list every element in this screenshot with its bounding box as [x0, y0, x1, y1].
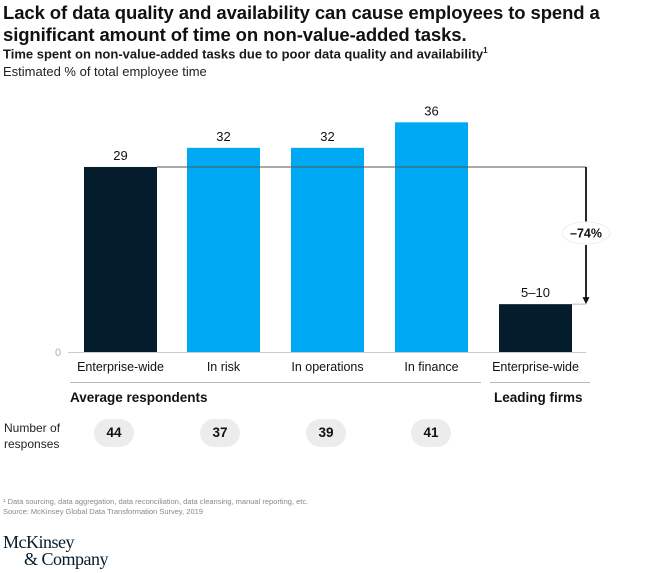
category-label: In operations [291, 360, 363, 374]
arrow-head-icon [582, 297, 590, 305]
group-label-average-respondents: Average respondents [70, 390, 208, 405]
annotation-bubble [561, 221, 611, 245]
category-label: Enterprise-wide [492, 360, 579, 374]
source-text: Source: McKinsey Global Data Transformat… [3, 507, 203, 516]
bar-value-label: 32 [216, 129, 230, 144]
logo-line-1: McKinsey [3, 532, 75, 552]
footnote: ¹ Data sourcing, data aggregation, data … [3, 497, 308, 517]
response-count-pill: 39 [306, 419, 346, 447]
bar-chart: 0 29 Enterprise-wide 32 In risk 32 In operatio… [55, 103, 611, 383]
response-count-pill: 41 [411, 419, 451, 447]
mckinsey-logo: McKinsey & Company [3, 532, 109, 569]
responses-label: Number of responses [4, 421, 61, 451]
bar [291, 147, 364, 352]
group-label-leading-firms: Leading firms [494, 390, 583, 405]
response-count-pill: 44 [94, 419, 134, 447]
chart-subtitle: Time spent on non-value-added tasks due … [3, 46, 488, 61]
subtitle-text: Time spent on non-value-added tasks due … [3, 46, 484, 62]
bar-value-label: 29 [113, 148, 127, 163]
bar-value-label: 36 [424, 103, 438, 118]
category-label: In risk [207, 360, 241, 374]
category-label: In finance [404, 360, 458, 374]
response-count-pill: 37 [200, 419, 240, 447]
bar-value-label: 32 [320, 129, 334, 144]
bar [84, 166, 157, 352]
y-tick-label: 0 [55, 347, 61, 359]
annotation-label: –74% [570, 227, 602, 241]
unit-label: Estimated % of total employee time [3, 64, 207, 79]
footnote-marker: 1 [483, 46, 488, 55]
chart-title: Lack of data quality and availability ca… [3, 2, 600, 45]
bar [187, 147, 260, 352]
bar [395, 122, 468, 352]
bar [499, 304, 572, 352]
category-label: Enterprise-wide [77, 360, 164, 374]
logo-line-2: & Company [24, 549, 109, 569]
footnote-text: ¹ Data sourcing, data aggregation, data … [3, 497, 309, 506]
bar-value-label: 5–10 [521, 285, 550, 300]
